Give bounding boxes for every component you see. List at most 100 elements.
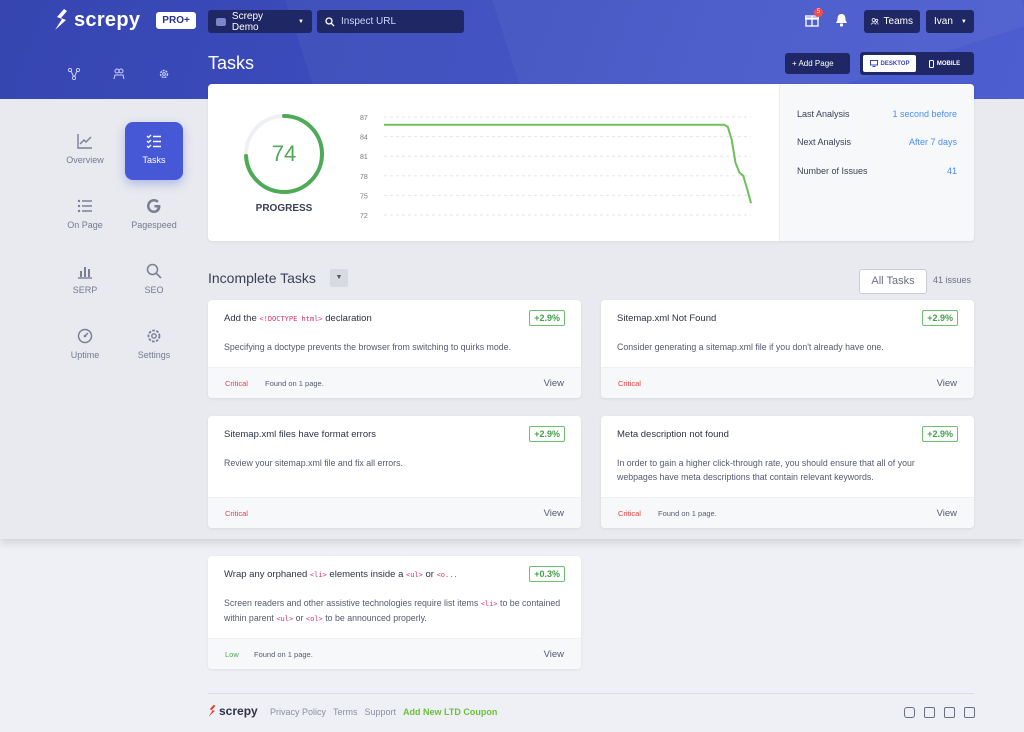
facebook-icon[interactable]	[944, 707, 955, 718]
search-icon	[325, 16, 335, 26]
screpy-logo-icon	[55, 9, 67, 30]
teams-label: Teams	[883, 16, 913, 27]
nav-label: SEO	[144, 285, 164, 295]
progress-line-chart: 87 84 81 78 75 72	[360, 115, 752, 220]
last-analysis-value: 1 second before	[892, 109, 957, 119]
y-tick-label: 72	[360, 213, 368, 220]
view-link[interactable]: View	[543, 649, 564, 660]
task-card[interactable]: Add the <!DOCTYPE html> declaration +2.9…	[208, 300, 581, 398]
add-page-button[interactable]: + Add Page	[785, 53, 850, 74]
nav-label: Overview	[66, 155, 104, 165]
section-dropdown[interactable]: ▼	[330, 269, 348, 287]
task-score-badge: +0.3%	[529, 566, 565, 582]
footer-links: Privacy Policy Terms Support Add New LTD…	[270, 707, 497, 717]
gear-icon[interactable]	[158, 68, 170, 80]
task-card[interactable]: Sitemap.xml files have format errors +2.…	[208, 416, 581, 528]
tasks-icon	[146, 134, 161, 149]
view-link[interactable]: View	[936, 508, 957, 519]
view-link[interactable]: View	[543, 378, 564, 389]
support-link[interactable]: Support	[364, 707, 397, 717]
severity-label: Critical	[225, 509, 248, 518]
nav-item-on-page[interactable]: On Page	[56, 187, 114, 245]
task-score-badge: +2.9%	[529, 426, 565, 442]
mobile-toggle[interactable]: MOBILE	[918, 55, 971, 72]
privacy-policy-link[interactable]: Privacy Policy	[270, 707, 327, 717]
nav-item-tasks[interactable]: Tasks	[125, 122, 183, 180]
brand-name: screpy	[74, 8, 141, 31]
next-analysis-label: Next Analysis	[797, 137, 852, 147]
notifications-button[interactable]	[835, 13, 848, 30]
terms-link[interactable]: Terms	[333, 707, 358, 717]
gear-icon	[147, 329, 161, 343]
last-analysis-label: Last Analysis	[797, 109, 850, 119]
last-analysis-row: Last Analysis 1 second before	[797, 109, 957, 119]
view-link[interactable]: View	[543, 508, 564, 519]
gift-button[interactable]: 5	[804, 8, 823, 30]
team-icon[interactable]	[113, 68, 125, 80]
device-toggle: DESKTOP MOBILE	[860, 52, 974, 75]
project-selector[interactable]: Screpy Demo ▼	[208, 10, 312, 33]
nav-label: SERP	[72, 285, 98, 295]
desktop-toggle[interactable]: DESKTOP	[863, 55, 916, 72]
task-score-badge: +2.9%	[529, 310, 565, 326]
footer-logo[interactable]: screpy	[208, 704, 258, 718]
section-title: Incomplete Tasks	[208, 270, 316, 286]
issues-count-label: Number of Issues	[797, 166, 868, 176]
found-count: Found on 1 page.	[254, 650, 313, 659]
task-score-badge: +2.9%	[922, 310, 958, 326]
task-footer: Low Found on 1 page. View	[208, 638, 581, 669]
add-coupon-link[interactable]: Add New LTD Coupon	[403, 707, 498, 717]
instagram-icon[interactable]	[904, 707, 915, 718]
severity-label: Critical	[225, 379, 248, 388]
social-links	[904, 707, 975, 718]
gift-icon	[804, 15, 820, 27]
list-icon	[77, 199, 92, 213]
inspect-url-search[interactable]: Inspect URL	[317, 10, 464, 33]
twitter-icon[interactable]	[924, 707, 935, 718]
next-analysis-row: Next Analysis After 7 days	[797, 137, 957, 147]
task-card[interactable]: Sitemap.xml Not Found +2.9% Consider gen…	[601, 300, 974, 398]
y-tick-label: 84	[360, 135, 368, 142]
found-count: Found on 1 page.	[658, 509, 717, 518]
nav-item-settings[interactable]: Settings	[125, 317, 183, 375]
nav-label: Settings	[137, 350, 171, 360]
chevron-down-icon: ▼	[335, 274, 343, 281]
teams-button[interactable]: Teams	[864, 10, 920, 33]
severity-label: Critical	[618, 509, 641, 518]
chevron-down-icon: ▼	[960, 18, 967, 25]
y-tick-label: 75	[360, 193, 368, 200]
nav-item-uptime[interactable]: Uptime	[56, 317, 114, 375]
issues-count: 41 issues	[933, 275, 972, 285]
nav-item-serp[interactable]: SERP	[56, 252, 114, 310]
footer-brand-name: screpy	[219, 704, 258, 718]
task-card[interactable]: Meta description not found +2.9% In orde…	[601, 416, 974, 528]
task-footer: Critical View	[208, 497, 581, 528]
task-description: Review your sitemap.xml file and fix all…	[224, 458, 403, 468]
task-card[interactable]: Wrap any orphaned <li> elements inside a…	[208, 556, 581, 669]
progress-value: 74	[271, 141, 297, 166]
nav-label: On Page	[67, 220, 103, 230]
project-icon	[216, 17, 226, 26]
google-icon	[147, 199, 161, 213]
nav-item-pagespeed[interactable]: Pagespeed	[125, 187, 183, 245]
network-icon[interactable]	[67, 67, 81, 81]
task-description: In order to gain a higher click-through …	[617, 458, 915, 482]
progress-gauge	[244, 114, 324, 194]
nav-label: Uptime	[70, 350, 100, 360]
bell-icon	[836, 14, 847, 27]
nav-item-seo[interactable]: SEO	[125, 252, 183, 310]
severity-label: Low	[225, 650, 239, 659]
y-tick-label: 78	[360, 174, 368, 181]
plan-badge: PRO+	[156, 11, 196, 29]
brand-logo[interactable]: screpy PRO+	[54, 8, 196, 32]
search-placeholder: Inspect URL	[341, 16, 397, 27]
task-description: Consider generating a sitemap.xml file i…	[617, 342, 884, 352]
next-analysis-value: After 7 days	[908, 137, 957, 147]
view-link[interactable]: View	[936, 378, 957, 389]
nav-item-overview[interactable]: Overview	[56, 122, 114, 180]
all-tasks-button[interactable]: All Tasks	[859, 269, 927, 294]
linkedin-icon[interactable]	[964, 707, 975, 718]
user-menu[interactable]: Ivan ▼	[926, 10, 974, 33]
task-footer: Critical View	[601, 367, 974, 398]
task-description: Screen readers and other assistive techn…	[224, 598, 561, 623]
